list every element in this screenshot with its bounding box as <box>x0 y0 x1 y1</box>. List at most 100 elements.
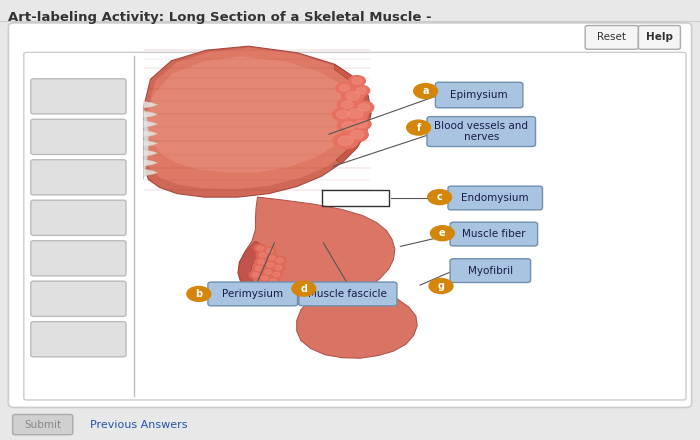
Polygon shape <box>144 108 148 180</box>
FancyBboxPatch shape <box>435 82 523 108</box>
Circle shape <box>346 128 368 142</box>
Text: e: e <box>439 228 446 238</box>
Circle shape <box>429 279 453 293</box>
Text: Perimysium: Perimysium <box>222 289 284 299</box>
Polygon shape <box>297 285 417 358</box>
Circle shape <box>343 106 368 121</box>
Circle shape <box>256 251 269 259</box>
Polygon shape <box>297 285 417 358</box>
Circle shape <box>275 265 282 270</box>
Circle shape <box>253 264 265 272</box>
Circle shape <box>332 108 354 121</box>
Circle shape <box>342 121 356 130</box>
Circle shape <box>352 78 362 84</box>
Circle shape <box>273 272 280 277</box>
Circle shape <box>428 190 452 205</box>
FancyBboxPatch shape <box>638 26 680 49</box>
Circle shape <box>356 121 367 128</box>
Text: Blood vessels and
nerves: Blood vessels and nerves <box>434 121 528 143</box>
Text: g: g <box>438 281 444 291</box>
Circle shape <box>265 254 278 262</box>
Polygon shape <box>144 130 158 137</box>
FancyBboxPatch shape <box>585 26 638 49</box>
Circle shape <box>261 276 268 280</box>
Circle shape <box>292 281 316 296</box>
Circle shape <box>338 136 354 146</box>
FancyBboxPatch shape <box>31 79 126 114</box>
Circle shape <box>351 118 371 130</box>
Text: a: a <box>422 86 429 96</box>
Circle shape <box>430 226 454 241</box>
FancyBboxPatch shape <box>31 281 126 316</box>
FancyBboxPatch shape <box>31 119 126 154</box>
Circle shape <box>350 130 364 139</box>
Text: f: f <box>416 123 421 132</box>
Polygon shape <box>144 169 158 176</box>
Circle shape <box>354 101 374 114</box>
Polygon shape <box>144 140 158 147</box>
Text: Reset: Reset <box>597 33 626 42</box>
Text: Muscle fiber: Muscle fiber <box>462 229 526 239</box>
Circle shape <box>259 253 266 257</box>
Circle shape <box>337 99 357 111</box>
Circle shape <box>252 273 259 277</box>
Text: Help: Help <box>646 33 673 42</box>
Circle shape <box>265 270 272 274</box>
Circle shape <box>348 109 363 118</box>
Circle shape <box>256 266 262 271</box>
Circle shape <box>272 264 285 271</box>
Polygon shape <box>144 121 158 128</box>
Text: Endomysium: Endomysium <box>461 193 529 203</box>
FancyBboxPatch shape <box>31 241 126 276</box>
Circle shape <box>187 286 211 301</box>
Circle shape <box>342 101 353 108</box>
Polygon shape <box>144 150 158 157</box>
Text: Previous Answers: Previous Answers <box>90 420 187 429</box>
Circle shape <box>346 92 360 100</box>
Circle shape <box>337 110 349 118</box>
FancyBboxPatch shape <box>24 52 686 400</box>
Text: Art-labeling Activity: Long Section of a Skeletal Muscle -: Art-labeling Activity: Long Section of a… <box>8 11 432 24</box>
FancyBboxPatch shape <box>450 222 538 246</box>
Circle shape <box>340 85 349 91</box>
Polygon shape <box>147 56 356 172</box>
Circle shape <box>276 258 284 263</box>
Circle shape <box>349 76 365 86</box>
Circle shape <box>267 263 274 267</box>
Circle shape <box>356 88 366 94</box>
Circle shape <box>268 256 275 260</box>
Polygon shape <box>335 64 371 164</box>
Circle shape <box>264 261 276 269</box>
FancyBboxPatch shape <box>31 322 126 357</box>
Polygon shape <box>238 241 277 302</box>
Circle shape <box>274 257 286 264</box>
Circle shape <box>262 268 274 276</box>
Circle shape <box>255 258 267 266</box>
Circle shape <box>333 133 358 149</box>
Text: b: b <box>195 289 202 299</box>
FancyBboxPatch shape <box>450 259 531 282</box>
Polygon shape <box>144 159 158 166</box>
Circle shape <box>270 271 283 279</box>
FancyBboxPatch shape <box>299 282 397 306</box>
FancyBboxPatch shape <box>8 23 692 407</box>
Text: Myofibril: Myofibril <box>468 266 513 275</box>
FancyBboxPatch shape <box>448 186 542 210</box>
Text: Submit: Submit <box>24 420 62 429</box>
Circle shape <box>258 260 265 264</box>
Circle shape <box>258 274 271 282</box>
FancyBboxPatch shape <box>427 117 536 147</box>
FancyBboxPatch shape <box>31 160 126 195</box>
Text: d: d <box>300 284 307 293</box>
Polygon shape <box>145 48 368 189</box>
Polygon shape <box>238 197 395 304</box>
Circle shape <box>266 249 273 253</box>
Polygon shape <box>144 101 158 108</box>
Circle shape <box>270 279 276 283</box>
Circle shape <box>337 119 360 133</box>
Circle shape <box>342 89 364 103</box>
Circle shape <box>358 104 370 111</box>
FancyBboxPatch shape <box>13 414 73 435</box>
Polygon shape <box>238 197 395 304</box>
Circle shape <box>254 244 267 252</box>
